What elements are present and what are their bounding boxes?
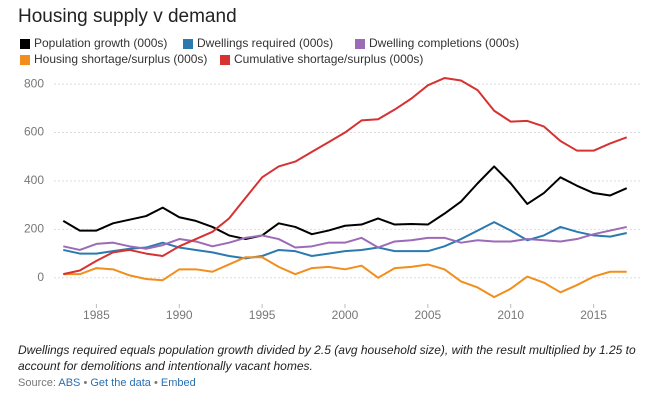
legend-swatch — [183, 39, 193, 49]
legend-swatch — [20, 55, 30, 65]
legend-swatch — [220, 55, 230, 65]
chart-title: Housing supply v demand — [18, 6, 237, 27]
separator: • — [153, 377, 158, 389]
source: Source: ABS • Get the data • Embed — [18, 377, 196, 389]
y-tick-label: 400 — [24, 173, 44, 187]
legend-label: Dwellings required (000s) — [197, 36, 333, 50]
x-tick-label: 1990 — [166, 308, 193, 322]
x-tick-label: 2005 — [415, 308, 442, 322]
series-line — [62, 165, 628, 241]
y-tick-label: 600 — [24, 125, 44, 139]
series-line — [63, 256, 627, 299]
legend-label: Cumulative shortage/surplus (000s) — [234, 52, 423, 66]
x-tick-label: 1985 — [83, 308, 110, 322]
source-label: Source: — [18, 377, 56, 389]
embed-link[interactable]: Embed — [160, 377, 196, 389]
legend-label: Dwelling completions (000s) — [369, 36, 519, 50]
legend-swatch — [20, 39, 30, 49]
footnote: Dwellings required equals population gro… — [18, 343, 636, 373]
y-tick-label: 0 — [37, 270, 44, 284]
source-link[interactable]: ABS — [58, 377, 81, 389]
x-tick-label: 2015 — [580, 308, 607, 322]
legend-label: Population growth (000s) — [34, 36, 167, 50]
x-tick-label: 2000 — [332, 308, 359, 322]
x-tick-label: 1995 — [249, 308, 276, 322]
data-link[interactable]: Get the data — [90, 377, 151, 389]
chart: Housing supply v demand Population growt… — [18, 6, 640, 322]
series-line — [63, 225, 627, 251]
y-tick-label: 200 — [24, 222, 44, 236]
x-tick-label: 2010 — [497, 308, 524, 322]
series-line — [63, 77, 628, 276]
y-tick-label: 800 — [24, 76, 44, 90]
separator: • — [83, 377, 88, 389]
legend-label: Housing shortage/surplus (000s) — [34, 52, 207, 66]
legend-swatch — [355, 39, 365, 49]
